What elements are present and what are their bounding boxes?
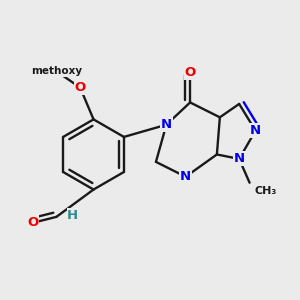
Text: N: N <box>161 118 172 131</box>
Text: CH₃: CH₃ <box>254 186 276 196</box>
Text: N: N <box>250 124 261 137</box>
Text: N: N <box>234 152 245 165</box>
Text: O: O <box>74 81 86 94</box>
Text: H: H <box>67 209 78 222</box>
Text: O: O <box>27 216 38 229</box>
Text: methoxy: methoxy <box>31 66 82 76</box>
Text: N: N <box>180 170 191 183</box>
Text: O: O <box>184 66 196 79</box>
